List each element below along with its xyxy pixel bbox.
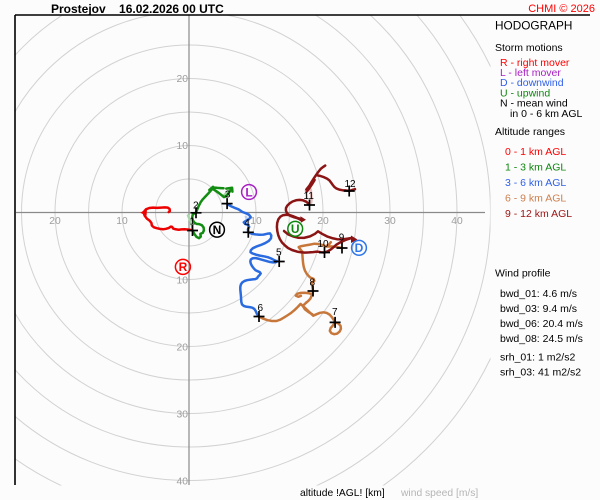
svg-text:D: D (355, 241, 364, 255)
svg-text:8: 8 (310, 278, 316, 289)
svg-text:9 - 12 km AGL: 9 - 12 km AGL (505, 208, 572, 220)
svg-text:U - upwind: U - upwind (500, 87, 550, 99)
svg-text:7: 7 (332, 307, 338, 318)
svg-text:L: L (245, 185, 252, 199)
svg-text:R: R (179, 260, 188, 274)
svg-text:srh_03: 41 m2/s2: srh_03: 41 m2/s2 (500, 367, 581, 379)
svg-text:D - downwind: D - downwind (500, 77, 564, 89)
svg-text:5: 5 (276, 248, 282, 259)
svg-text:20: 20 (177, 343, 189, 354)
svg-text:Prostejov 16.02.2026 00 UTC: Prostejov 16.02.2026 00 UTC (51, 2, 224, 16)
svg-text:20: 20 (49, 216, 61, 227)
svg-text:CHMI © 2026: CHMI © 2026 (528, 3, 595, 15)
svg-text:3 - 6 km AGL: 3 - 6 km AGL (505, 177, 566, 189)
svg-text:10: 10 (177, 276, 189, 287)
svg-text:altitude !AGL! [km]: altitude !AGL! [km] (300, 488, 385, 499)
svg-text:bwd_06: 20.4 m/s: bwd_06: 20.4 m/s (500, 318, 583, 330)
svg-text:9: 9 (339, 233, 345, 244)
svg-text:10: 10 (177, 141, 189, 152)
svg-text:N - mean wind: N - mean wind (500, 98, 568, 110)
svg-text:L - left mover: L - left mover (500, 67, 561, 79)
svg-text:bwd_01: 4.6 m/s: bwd_01: 4.6 m/s (500, 288, 577, 300)
svg-text:12: 12 (345, 179, 357, 190)
svg-text:20: 20 (317, 216, 329, 227)
svg-text:bwd_08: 24.5 m/s: bwd_08: 24.5 m/s (500, 333, 583, 345)
svg-text:in 0 - 6 km AGL: in 0 - 6 km AGL (510, 108, 583, 120)
svg-text:30: 30 (177, 410, 189, 421)
svg-text:srh_01: 1 m2/s2: srh_01: 1 m2/s2 (500, 352, 575, 364)
svg-text:U: U (291, 222, 300, 236)
svg-text:bwd_03: 9.4 m/s: bwd_03: 9.4 m/s (500, 303, 577, 315)
svg-text:HODOGRAPH: HODOGRAPH (495, 19, 572, 33)
svg-text:10: 10 (318, 239, 330, 250)
svg-text:2: 2 (193, 201, 199, 212)
svg-text:10: 10 (116, 216, 128, 227)
svg-text:1 - 3 km AGL: 1 - 3 km AGL (505, 162, 566, 174)
svg-text:20: 20 (177, 74, 189, 85)
svg-text:0 - 1 km AGL: 0 - 1 km AGL (505, 146, 566, 158)
svg-text:Storm motions: Storm motions (495, 42, 563, 54)
svg-text:N: N (213, 223, 222, 237)
svg-text:10: 10 (250, 216, 262, 227)
svg-text:3: 3 (225, 189, 231, 200)
svg-text:40: 40 (177, 477, 189, 488)
svg-text:30: 30 (384, 216, 396, 227)
svg-text:6: 6 (258, 303, 264, 314)
svg-text:11: 11 (304, 191, 315, 202)
svg-text:wind speed [m/s]: wind speed [m/s] (400, 488, 478, 499)
svg-text:R - right mover: R - right mover (500, 57, 570, 69)
svg-text:Wind profile: Wind profile (495, 268, 551, 280)
svg-text:Altitude ranges: Altitude ranges (495, 126, 565, 138)
svg-text:40: 40 (451, 216, 463, 227)
svg-text:1: 1 (190, 217, 196, 228)
svg-text:6 - 9 km AGL: 6 - 9 km AGL (505, 193, 566, 205)
svg-text:4: 4 (244, 218, 250, 229)
